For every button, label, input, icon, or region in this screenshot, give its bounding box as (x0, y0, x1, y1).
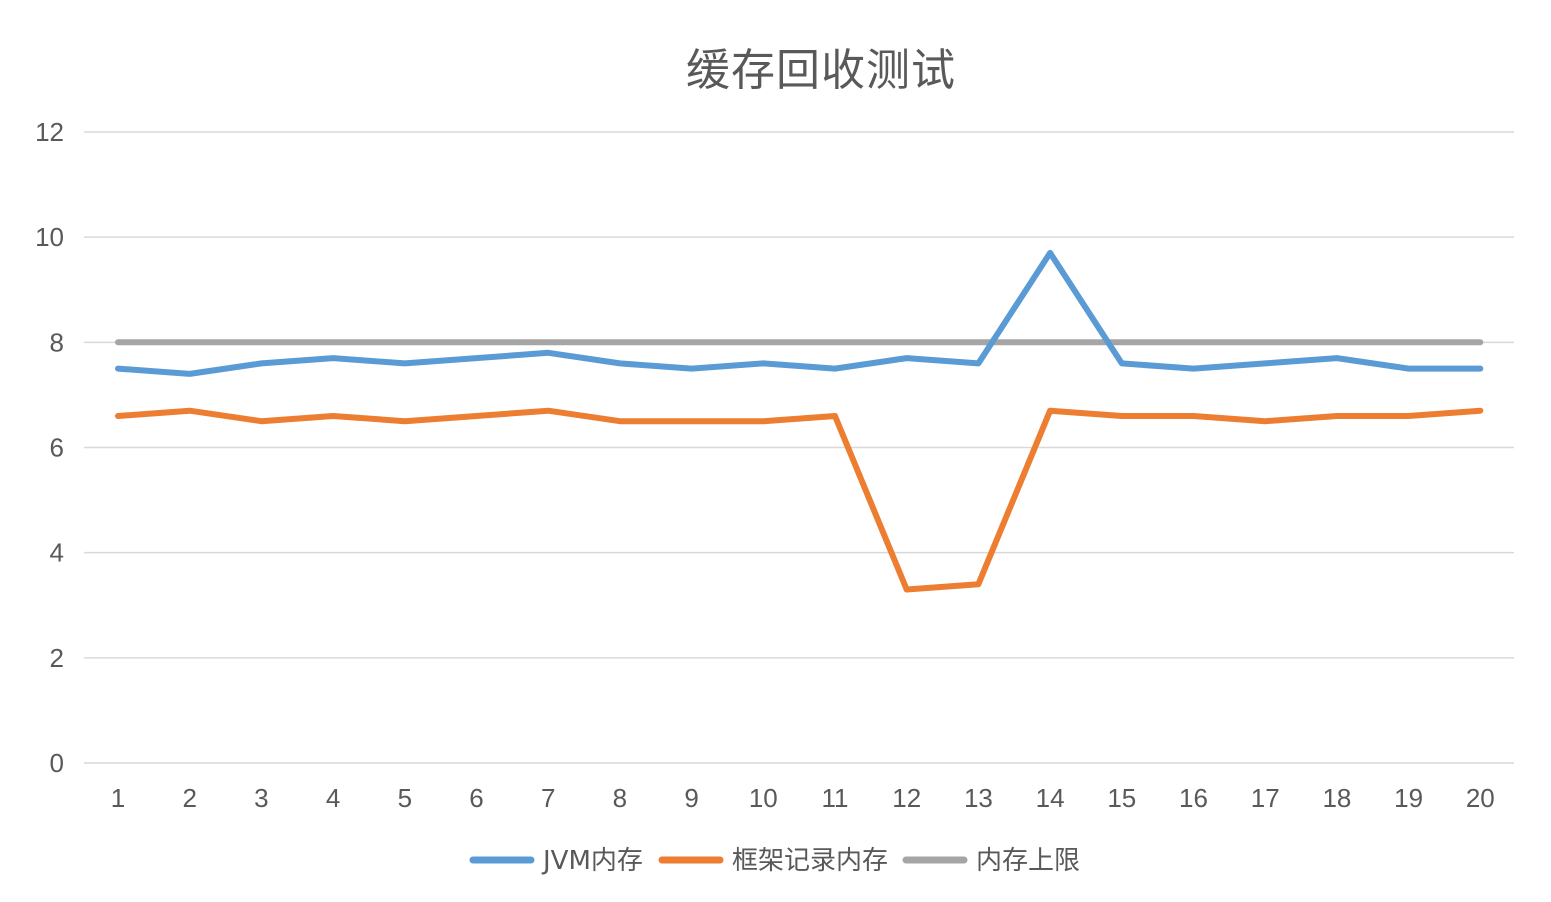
x-tick-label: 17 (1251, 783, 1280, 813)
x-tick-label: 1 (111, 783, 125, 813)
legend-label-2: 框架记录内存 (732, 846, 888, 876)
y-tick-label: 12 (35, 117, 64, 147)
x-tick-label: 19 (1394, 783, 1423, 813)
x-tick-label: 12 (892, 783, 921, 813)
legend-label-3: 内存上限 (976, 846, 1080, 876)
x-tick-label: 10 (749, 783, 778, 813)
chart-title: 缓存回收测试 (686, 45, 956, 96)
x-tick-label: 5 (398, 783, 412, 813)
x-tick-label: 9 (684, 783, 698, 813)
x-tick-label: 8 (613, 783, 627, 813)
y-tick-label: 2 (50, 643, 64, 673)
series-lines (115, 249, 1484, 593)
x-tick-label: 20 (1466, 783, 1495, 813)
x-tick-label: 6 (469, 783, 483, 813)
x-tick-label: 14 (1036, 783, 1065, 813)
x-tick-label: 18 (1322, 783, 1351, 813)
y-axis-ticks: 0 2 4 6 8 10 12 (35, 117, 64, 778)
x-tick-label: 15 (1107, 783, 1136, 813)
x-axis-ticks: 1 2 3 4 5 6 7 8 9 10 11 12 13 14 15 16 17 18 19 20 (111, 783, 1495, 813)
x-tick-label: 3 (254, 783, 268, 813)
x-tick-label: 13 (964, 783, 993, 813)
y-tick-label: 6 (50, 433, 64, 463)
x-tick-label: 7 (541, 783, 555, 813)
legend: JVM内存 框架记录内存 内存上限 (469, 846, 1080, 876)
series-line-1 (115, 249, 1484, 377)
y-tick-label: 0 (50, 748, 64, 778)
x-tick-label: 11 (822, 783, 849, 813)
x-tick-label: 2 (182, 783, 196, 813)
series-line-2 (115, 407, 1484, 593)
y-tick-label: 10 (35, 222, 64, 252)
grid-lines (84, 131, 1514, 764)
y-tick-label: 8 (50, 327, 64, 357)
legend-label-1: JVM内存 (541, 846, 643, 876)
x-tick-label: 16 (1179, 783, 1208, 813)
y-tick-label: 4 (50, 538, 64, 568)
x-tick-label: 4 (326, 783, 340, 813)
